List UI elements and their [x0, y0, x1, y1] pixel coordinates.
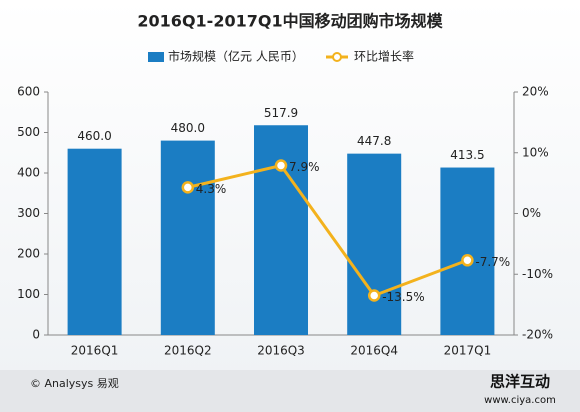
- source: © Analysys 易观: [30, 377, 119, 390]
- bar-value-label: 517.9: [264, 106, 298, 120]
- bar-value-label: 460.0: [77, 129, 111, 143]
- line-marker: [367, 289, 381, 302]
- bar: [440, 167, 495, 335]
- bar-value-label: 413.5: [450, 148, 484, 162]
- legend-swatch: [148, 52, 164, 62]
- bar: [67, 148, 122, 335]
- y-tick-label: 500: [17, 125, 40, 139]
- bar-value-label: 447.8: [357, 134, 391, 148]
- line-marker: [181, 181, 195, 194]
- y2-tick-label: 0%: [522, 206, 541, 220]
- bar-value-label: 480.0: [171, 121, 205, 135]
- x-tick-label: 2016Q3: [257, 344, 305, 358]
- x-tick-label: 2016Q2: [164, 344, 212, 358]
- legend-label: 环比增长率: [354, 49, 414, 64]
- y2-tick-label: -20%: [522, 328, 553, 342]
- y2-tick-label: 10%: [522, 145, 549, 159]
- footer-bar: [0, 370, 580, 412]
- legend-label: 市场规模（亿元 人民币）: [168, 49, 304, 64]
- line-marker: [461, 254, 474, 267]
- bar: [254, 125, 308, 335]
- y-tick-label: 400: [17, 166, 40, 180]
- y-tick-label: 200: [17, 247, 40, 261]
- y-tick-label: 0: [32, 328, 40, 342]
- bar: [160, 140, 215, 335]
- legend-marker: [332, 52, 342, 62]
- line-value-label: 7.9%: [289, 160, 320, 174]
- line-value-label: 4.3%: [196, 182, 227, 196]
- y-tick-label: 100: [17, 287, 40, 301]
- y2-tick-label: 20%: [522, 85, 549, 99]
- y-tick-label: 600: [17, 85, 40, 99]
- line: [187, 163, 468, 298]
- y2-tick-label: -10%: [522, 267, 553, 281]
- watermark: 思洋互动: [490, 373, 550, 391]
- chart-title: 2016Q1-2017Q1中国移动团购市场规模: [137, 12, 443, 31]
- watermark-url: www.ciya.com: [484, 395, 556, 406]
- x-tick-label: 2017Q1: [444, 344, 492, 358]
- line-value-label: -7.7%: [475, 255, 510, 269]
- bar: [347, 153, 402, 335]
- line-marker: [274, 159, 288, 172]
- x-tick-label: 2016Q1: [71, 344, 119, 358]
- x-tick-label: 2016Q4: [350, 344, 398, 358]
- line-value-label: -13.5%: [382, 290, 424, 304]
- y-tick-label: 300: [17, 206, 40, 220]
